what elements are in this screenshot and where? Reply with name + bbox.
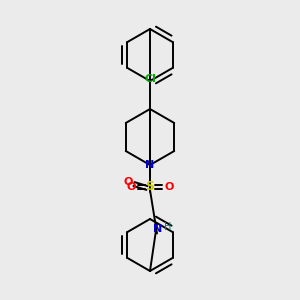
Text: S: S: [146, 181, 154, 194]
Text: O: O: [123, 177, 133, 187]
Text: N: N: [146, 160, 154, 170]
Text: O: O: [164, 182, 174, 192]
Text: H: H: [164, 223, 172, 232]
Text: O: O: [126, 182, 136, 192]
Text: N: N: [153, 224, 163, 233]
Text: Cl: Cl: [144, 74, 156, 84]
